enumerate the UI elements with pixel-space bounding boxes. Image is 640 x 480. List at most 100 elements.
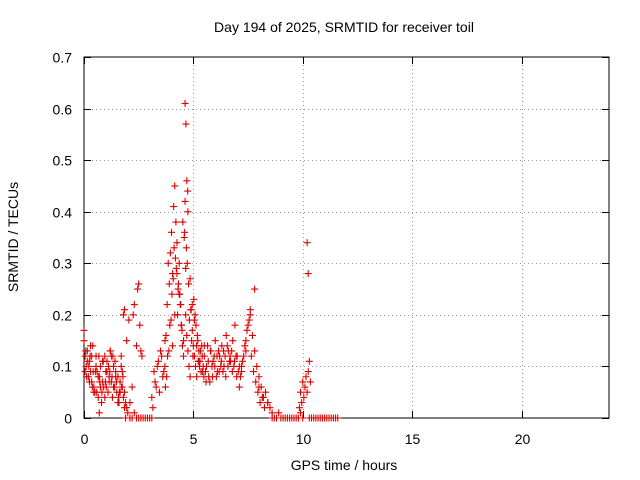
data-point	[101, 352, 109, 360]
data-point	[256, 399, 264, 407]
data-point	[304, 368, 312, 376]
data-point	[85, 378, 93, 386]
data-point	[185, 280, 193, 288]
data-point	[123, 337, 131, 345]
data-point	[229, 337, 237, 345]
data-point	[83, 357, 91, 365]
data-point	[188, 337, 196, 345]
data-point	[164, 259, 172, 267]
data-point	[153, 362, 161, 370]
data-point	[94, 373, 102, 381]
data-point	[209, 373, 217, 381]
data-point	[128, 383, 136, 391]
data-point	[183, 259, 191, 267]
data-point	[119, 311, 127, 319]
data-point	[177, 301, 185, 309]
data-point	[226, 352, 234, 360]
data-point	[239, 357, 247, 365]
data-point	[136, 321, 144, 329]
data-point	[80, 337, 88, 345]
data-point	[188, 326, 196, 334]
data-point	[155, 388, 163, 396]
data-point	[119, 373, 127, 381]
data-point	[112, 378, 120, 386]
data-point	[124, 409, 132, 417]
data-point	[154, 357, 162, 365]
data-point	[164, 352, 172, 360]
data-point	[299, 414, 307, 422]
data-point	[126, 399, 134, 407]
data-point	[162, 331, 170, 339]
data-point	[193, 342, 201, 350]
data-point	[171, 254, 179, 262]
data-point	[109, 352, 117, 360]
data-point	[102, 383, 110, 391]
data-point	[177, 321, 185, 329]
data-point	[217, 357, 225, 365]
data-point	[201, 368, 209, 376]
data-point	[150, 368, 158, 376]
data-point	[295, 404, 303, 412]
data-point	[213, 352, 221, 360]
data-point	[186, 275, 194, 283]
data-point	[250, 368, 258, 376]
data-point	[166, 249, 174, 257]
data-point	[166, 321, 174, 329]
data-point	[301, 383, 309, 391]
data-point	[135, 280, 143, 288]
data-point	[306, 378, 314, 386]
data-point	[185, 362, 193, 370]
data-point	[81, 368, 89, 376]
data-point	[245, 316, 253, 324]
data-point	[196, 347, 204, 355]
data-point	[228, 368, 236, 376]
data-point	[106, 368, 114, 376]
data-point	[157, 347, 165, 355]
data-point	[182, 244, 190, 252]
data-point	[101, 393, 109, 401]
data-point	[161, 337, 169, 345]
data-point	[302, 373, 310, 381]
data-point	[171, 311, 179, 319]
axis-ticks: 0 0.1 0.2 0.3 0.4 0.5 0.6 0.7 0 5 10 15 20	[53, 50, 609, 447]
data-point	[240, 352, 248, 360]
data-point	[303, 388, 311, 396]
data-point	[191, 311, 199, 319]
data-point	[105, 362, 112, 370]
data-point	[202, 378, 210, 386]
data-point	[251, 285, 259, 293]
data-point	[182, 264, 190, 272]
y-tick-label: 0.5	[53, 153, 73, 169]
data-point	[186, 373, 194, 381]
data-point	[180, 234, 188, 241]
data-point	[243, 326, 251, 334]
data-point	[232, 352, 240, 360]
data-point	[172, 264, 180, 272]
data-point	[193, 373, 201, 381]
data-point	[236, 373, 244, 381]
data-point	[111, 357, 119, 365]
y-tick-label: 0	[64, 411, 72, 427]
data-point	[184, 347, 192, 355]
data-point	[138, 352, 146, 360]
data-point	[260, 404, 268, 412]
y-tick-label: 0.1	[53, 359, 73, 375]
data-point	[108, 373, 116, 381]
chart-title: Day 194 of 2025, SRMTID for receiver toi…	[214, 19, 474, 35]
data-point	[134, 285, 142, 293]
data-point	[173, 270, 181, 278]
data-point	[123, 404, 131, 412]
data-point	[125, 316, 133, 324]
x-axis-label: GPS time / hours	[291, 457, 398, 473]
data-point	[99, 357, 107, 365]
data-point	[190, 316, 198, 324]
data-point	[228, 347, 236, 355]
data-point	[167, 316, 175, 324]
plot-frame	[83, 56, 610, 419]
data-point	[137, 347, 145, 355]
y-tick-label: 0.3	[53, 256, 73, 272]
data-point	[242, 347, 250, 355]
data-point	[235, 383, 243, 391]
y-tick-label: 0.7	[53, 50, 73, 66]
data-point	[242, 337, 250, 345]
